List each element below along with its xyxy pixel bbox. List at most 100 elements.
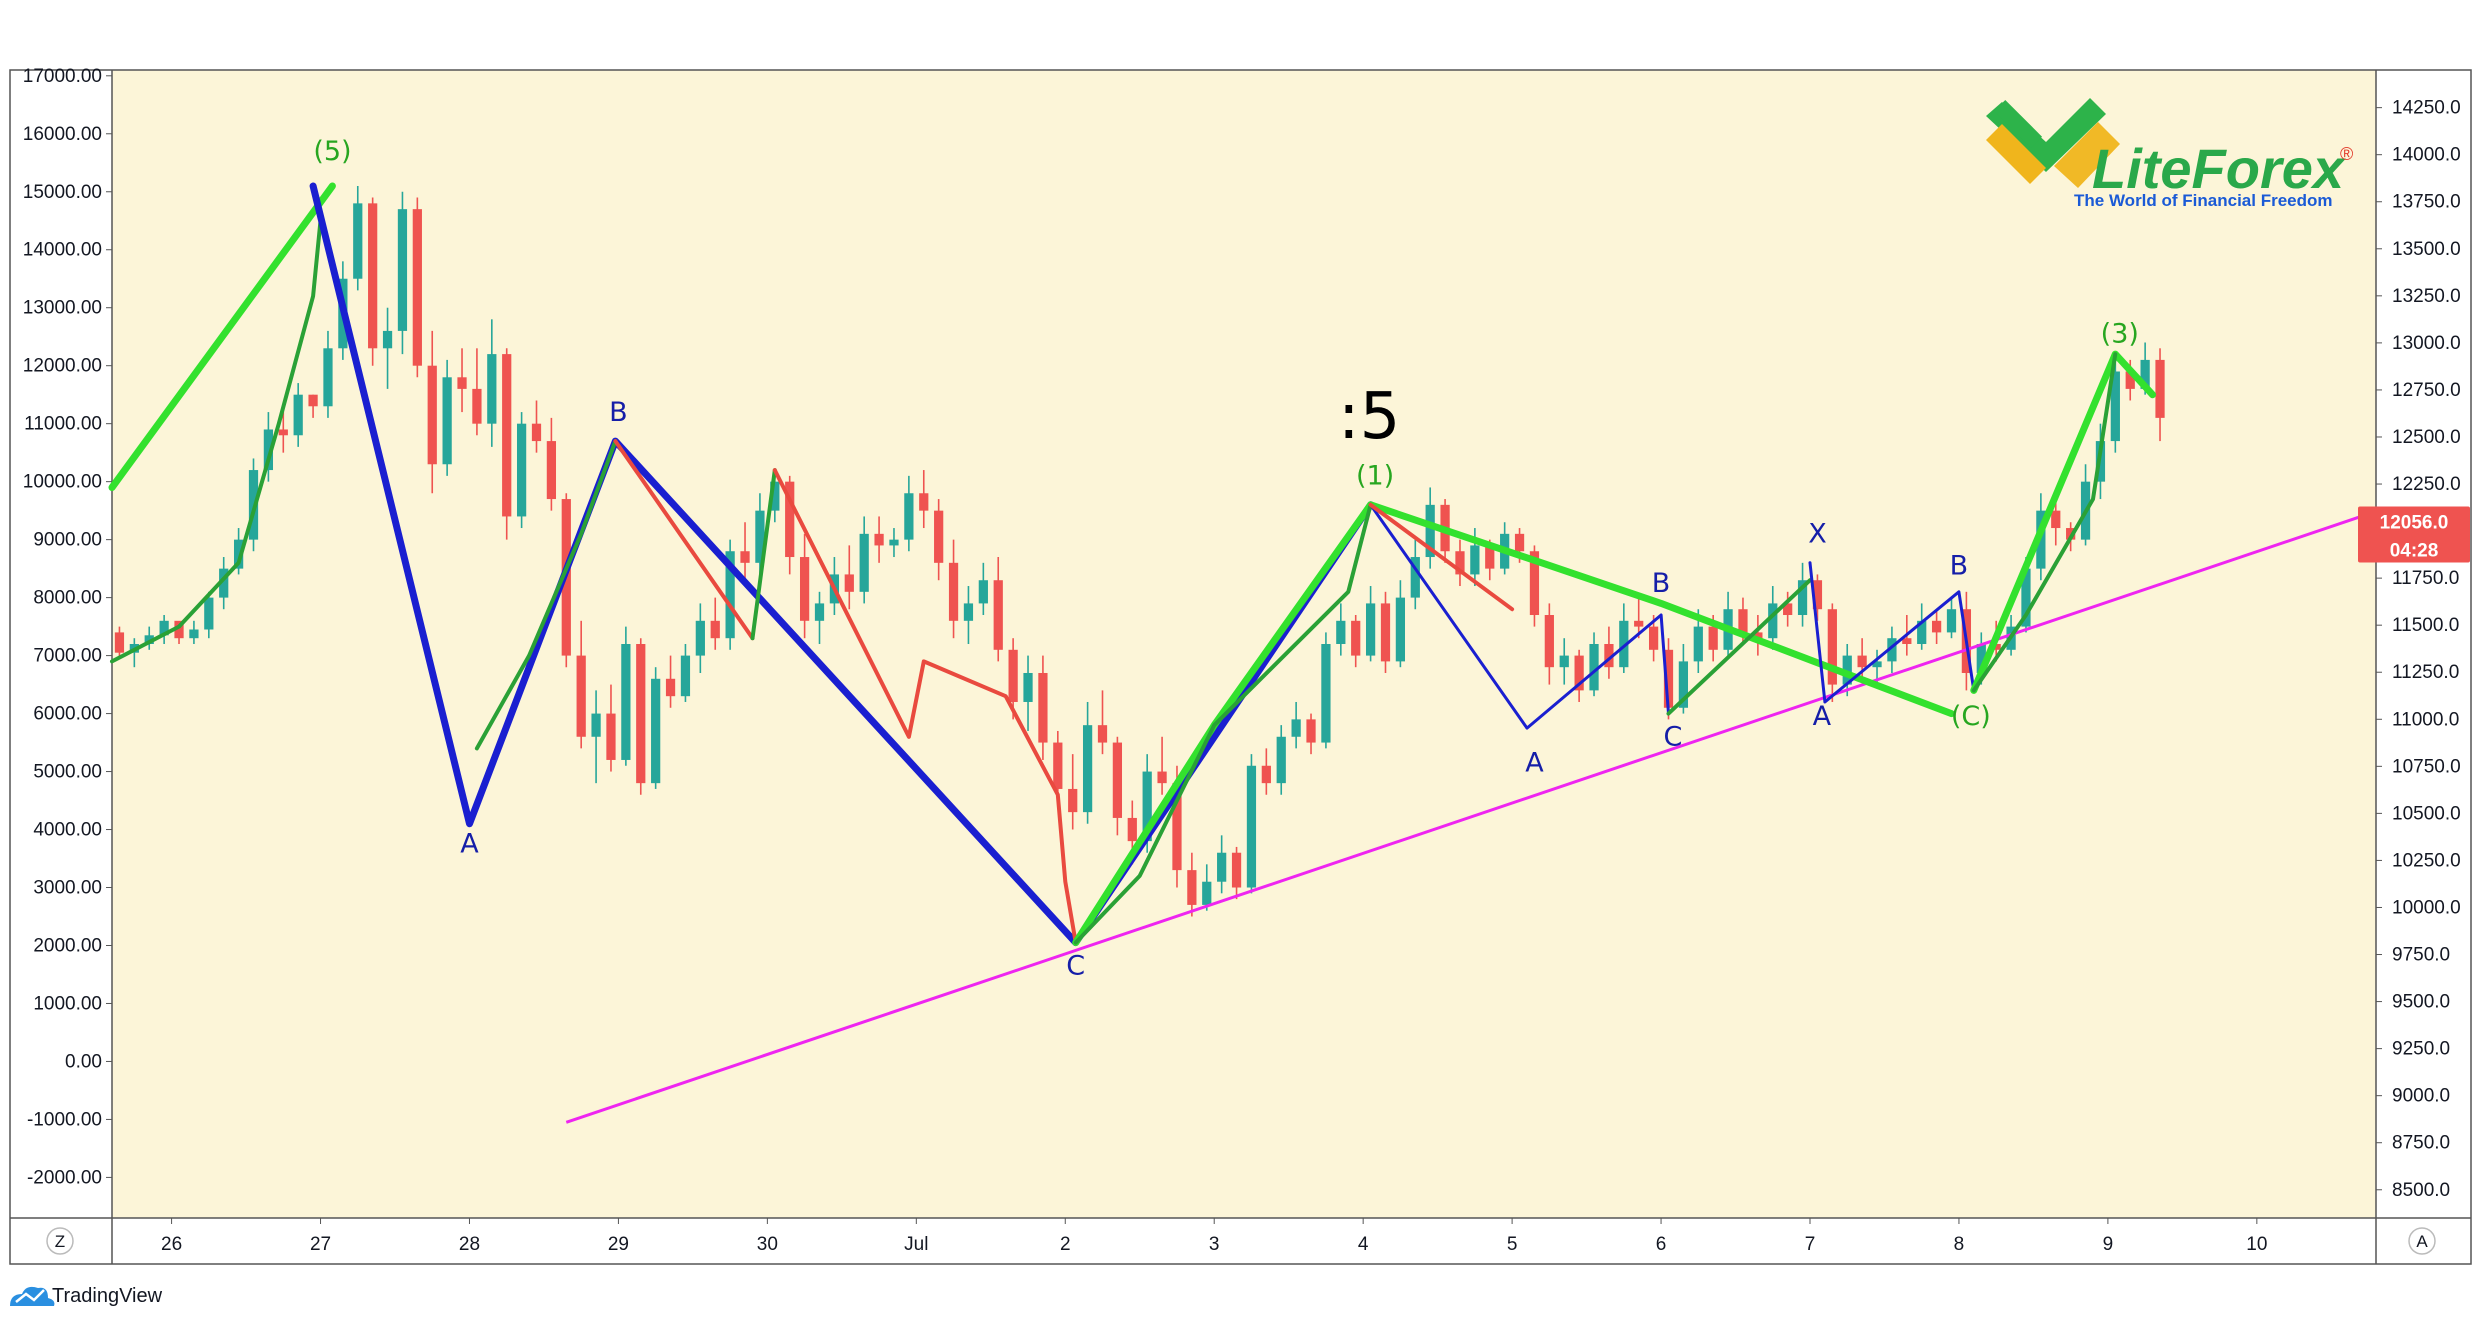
wave-line	[750, 468, 777, 641]
candle-bullish	[293, 383, 303, 447]
candle-bearish	[1455, 539, 1465, 587]
candle-bullish	[1321, 632, 1331, 749]
annotation-text: :5	[1338, 380, 1400, 454]
liteforex-logo-icon	[1986, 98, 2120, 188]
candle-bearish	[1604, 626, 1614, 679]
time-axis[interactable]: 26 27 28 29 30 Jul 2 3 4 5 6 7 8 9 10	[161, 1218, 2267, 1255]
wave-label: B	[1950, 550, 1969, 581]
time-axis-label: Jul	[904, 1234, 928, 1255]
right-axis-label: 12500.0	[2392, 427, 2461, 448]
candle-bullish	[978, 562, 988, 616]
candle-bearish	[1812, 574, 1823, 621]
candle-bullish	[1082, 701, 1093, 824]
time-axis-label: 10	[2246, 1234, 2267, 1255]
wave-label: (C)	[1951, 701, 1991, 732]
wave-label: (3)	[2101, 319, 2139, 350]
auto-scale-right-label: A	[2416, 1232, 2428, 1251]
candle-bullish	[651, 667, 661, 789]
wave-line	[474, 439, 618, 751]
candle-bearish	[1112, 736, 1123, 836]
wave-label: (5)	[313, 136, 351, 167]
wave-line	[772, 468, 1078, 945]
candle-bullish	[159, 615, 169, 644]
left-axis-label: 1000.00	[33, 993, 102, 1014]
left-price-axis[interactable]: 17000.00 16000.00 15000.00 14000.00 13000.00…	[23, 66, 112, 1189]
time-axis-label: 7	[1805, 1234, 1816, 1255]
plot-area[interactable]	[112, 70, 2376, 1218]
right-axis-label: 10250.0	[2392, 850, 2461, 871]
candle-bullish	[1619, 603, 1629, 673]
right-axis-label: 9250.0	[2392, 1039, 2450, 1060]
auto-scale-left-button[interactable]: Z	[46, 1227, 74, 1255]
last-price-timer: 04:28	[2390, 541, 2439, 562]
candle-bullish	[1365, 586, 1376, 662]
right-axis-label: 11000.0	[2392, 709, 2459, 730]
candle-bearish	[665, 655, 676, 708]
right-axis-label: 9000.0	[2392, 1086, 2450, 1107]
right-axis-label: 10000.0	[2392, 897, 2461, 918]
right-axis-label: 13500.0	[2392, 239, 2461, 260]
candle-bullish	[1276, 725, 1286, 795]
right-axis-label: 14000.0	[2392, 145, 2461, 166]
candle-bullish	[233, 528, 244, 575]
candle-bullish	[725, 539, 735, 650]
auto-scale-left-label: Z	[55, 1232, 65, 1251]
candle-bullish	[1023, 655, 1033, 731]
right-axis-label: 9500.0	[2392, 992, 2450, 1013]
candle-bearish	[114, 626, 125, 659]
candle-bearish	[1753, 615, 1763, 656]
right-axis-label: 8750.0	[2392, 1133, 2450, 1154]
candle-bearish	[874, 516, 884, 563]
left-axis-label: 7000.00	[33, 646, 102, 667]
candle-bearish	[1827, 603, 1837, 702]
left-axis-label: 9000.00	[33, 530, 102, 551]
candle-bearish	[1008, 638, 1018, 720]
candle-bearish	[1187, 852, 1197, 917]
left-axis-label: 11000.00	[24, 414, 102, 435]
candle-bearish	[531, 400, 542, 453]
candle-bearish	[1038, 655, 1048, 760]
candle-bullish	[189, 620, 199, 644]
time-axis-label: 3	[1209, 1234, 1220, 1255]
liteforex-logo: LiteForex ® The World of Financial Freed…	[1986, 98, 2353, 210]
wave-line	[1808, 561, 1976, 704]
tradingview-brand: TradingView	[52, 1285, 163, 1307]
wave-label: A	[460, 829, 479, 860]
candle-bullish	[1336, 603, 1346, 656]
right-axis-label: 9750.0	[2392, 945, 2450, 966]
candle-bullish	[1202, 864, 1212, 911]
candle-bullish	[1246, 754, 1257, 894]
right-axis-label: 13000.0	[2392, 333, 2461, 354]
candle-bullish	[755, 493, 765, 575]
candle-bearish	[1574, 649, 1584, 702]
candle-bearish	[993, 557, 1003, 662]
candle-bearish	[1097, 690, 1108, 755]
left-axis-label: 14000.00	[23, 240, 102, 261]
candle-bullish	[516, 412, 527, 529]
candle-bearish	[368, 197, 378, 366]
time-axis-label: 9	[2103, 1234, 2114, 1255]
candle-bearish	[740, 522, 750, 581]
auto-scale-right-button[interactable]: A	[2408, 1227, 2436, 1255]
wave-label: C	[1066, 950, 1085, 981]
candle-bearish	[472, 348, 482, 436]
candle-bullish	[859, 516, 869, 604]
candle-bullish	[263, 412, 274, 482]
candle-bearish	[636, 638, 646, 795]
time-axis-label: 4	[1358, 1234, 1369, 1255]
last-price-value: 12056.0	[2380, 513, 2449, 534]
candle-bearish	[2155, 348, 2165, 442]
time-axis-label: 28	[459, 1234, 480, 1255]
candle-bearish	[844, 545, 854, 610]
elliott-wave-lines	[108, 182, 2157, 947]
candle-bullish	[1917, 603, 1927, 650]
candle-bearish	[934, 499, 944, 581]
left-axis-label: 16000.00	[23, 124, 102, 145]
candle-bullish	[621, 626, 631, 766]
wave-line	[1369, 503, 1670, 730]
tradingview-footer[interactable]: TradingView	[10, 1285, 163, 1307]
candle-bearish	[1231, 846, 1242, 900]
left-axis-label: 8000.00	[33, 588, 102, 609]
support-trend-line	[565, 515, 2362, 1124]
